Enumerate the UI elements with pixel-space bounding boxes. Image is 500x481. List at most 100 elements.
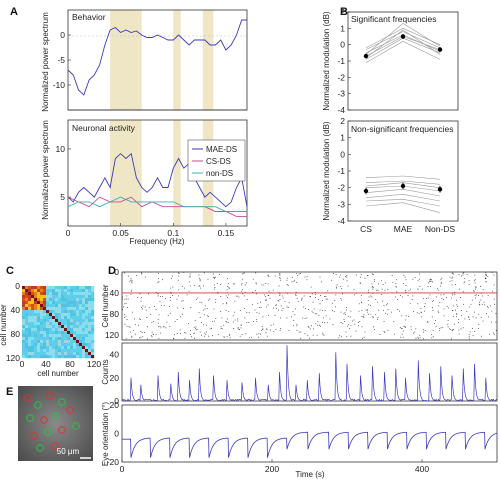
spike-mark — [142, 308, 143, 310]
heatmap-cell — [70, 328, 74, 332]
heatmap-cell — [22, 349, 26, 353]
heatmap-cell — [25, 322, 29, 326]
spike-mark — [473, 280, 475, 282]
spike-mark — [128, 325, 130, 327]
spike-mark — [415, 337, 417, 339]
spike-mark — [291, 277, 293, 279]
heatmap-cell — [34, 310, 38, 314]
spike-mark — [265, 296, 267, 297]
heatmap-cell — [76, 322, 80, 326]
spike-mark — [251, 336, 253, 338]
heatmap-cell — [76, 310, 80, 314]
spike-mark — [340, 322, 342, 324]
spike-mark — [220, 325, 222, 327]
spike-mark — [240, 324, 242, 326]
x-tick-label: 0.1 — [167, 228, 179, 238]
heatmap-cell — [67, 340, 71, 344]
spike-mark — [131, 282, 133, 284]
spike-mark — [131, 336, 133, 338]
spike-mark — [387, 313, 388, 315]
heatmap-cell — [55, 313, 59, 317]
heatmap-cell — [25, 346, 29, 350]
heatmap-cell — [34, 349, 38, 353]
heatmap-cell — [67, 298, 71, 302]
heatmap-cell — [88, 307, 92, 311]
spike-mark — [278, 300, 280, 302]
spike-mark — [479, 303, 480, 305]
spike-mark — [367, 275, 369, 276]
heatmap-cell — [55, 286, 59, 290]
heatmap-cell — [58, 337, 62, 341]
spike-mark — [189, 334, 191, 336]
spike-mark — [296, 281, 298, 283]
spike-mark — [387, 289, 389, 291]
spike-mark — [239, 335, 241, 337]
spike-mark — [422, 298, 424, 299]
spike-mark — [472, 316, 474, 318]
spike-mark — [403, 275, 405, 276]
heatmap-cell — [64, 295, 68, 299]
spike-mark — [432, 310, 434, 311]
spike-mark — [473, 311, 475, 313]
spike-mark — [300, 273, 301, 274]
spike-mark — [468, 316, 470, 318]
heatmap-cell — [82, 289, 86, 293]
spike-mark — [460, 328, 462, 330]
spike-mark — [174, 334, 176, 336]
spike-mark — [276, 304, 277, 306]
spike-mark — [311, 293, 313, 295]
heatmap-cell — [49, 286, 53, 290]
highlight-band — [173, 120, 181, 226]
spike-mark — [489, 333, 490, 335]
heatmap-cell — [55, 310, 59, 314]
spike-mark — [292, 311, 294, 313]
spike-mark — [437, 310, 439, 312]
heatmap-cell — [22, 316, 26, 320]
spike-mark — [372, 288, 374, 290]
heatmap-cell — [43, 292, 47, 296]
y-ticks: -10-50 — [53, 30, 71, 90]
heatmap-cell — [22, 286, 26, 290]
spike-mark — [490, 305, 491, 307]
spike-mark — [343, 319, 345, 320]
heatmap-cell — [70, 322, 74, 326]
spike-mark — [325, 315, 327, 317]
heatmap-cell — [79, 325, 83, 329]
heatmap-cell — [58, 304, 62, 308]
heatmap-cell — [34, 298, 38, 302]
spike-mark — [244, 284, 246, 286]
cell-roi — [26, 414, 34, 422]
heatmap-cell — [85, 334, 89, 338]
heatmap-cell — [67, 322, 71, 326]
spike-mark — [324, 296, 326, 297]
spike-mark — [226, 302, 227, 304]
spike-mark — [377, 301, 379, 303]
heatmap-cell — [82, 316, 86, 320]
spike-mark — [377, 319, 378, 320]
spike-mark — [322, 317, 324, 319]
spike-mark — [155, 334, 157, 336]
x-tick-label: 40 — [41, 359, 51, 369]
spike-mark — [334, 300, 336, 302]
spike-mark — [469, 331, 471, 333]
spike-mark — [347, 315, 349, 317]
count-line — [121, 345, 498, 403]
spike-mark — [495, 330, 497, 331]
spike-mark — [296, 298, 298, 299]
heatmap-cell — [64, 304, 68, 308]
spike-mark — [493, 274, 495, 276]
spike-mark — [213, 308, 215, 310]
spike-mark — [381, 280, 382, 282]
spike-mark — [258, 336, 259, 338]
spike-mark — [384, 282, 386, 284]
heatmap-cell — [37, 331, 41, 335]
heatmap-cell — [52, 310, 56, 314]
spike-mark — [476, 294, 477, 296]
spike-mark — [237, 327, 239, 329]
spike-mark — [430, 278, 431, 280]
heatmap-cell — [25, 349, 29, 353]
heatmap-cell — [31, 313, 35, 317]
spike-mark — [396, 291, 398, 293]
heatmap-cell — [76, 346, 80, 350]
spike-mark — [387, 330, 389, 331]
